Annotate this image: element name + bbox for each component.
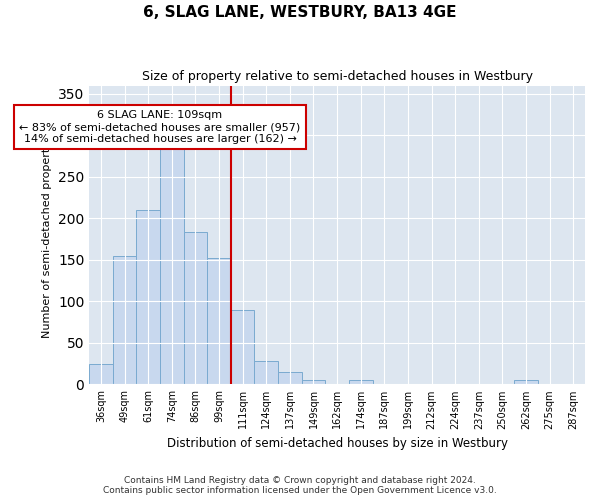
Bar: [302, 380, 325, 384]
Bar: [514, 380, 538, 384]
Bar: [89, 364, 113, 384]
Text: 6, SLAG LANE, WESTBURY, BA13 4GE: 6, SLAG LANE, WESTBURY, BA13 4GE: [143, 5, 457, 20]
Bar: [136, 210, 160, 384]
Bar: [254, 361, 278, 384]
Bar: [113, 256, 136, 384]
Y-axis label: Number of semi-detached properties: Number of semi-detached properties: [43, 132, 52, 338]
Bar: [349, 380, 373, 384]
Bar: [160, 148, 184, 384]
Bar: [184, 232, 207, 384]
X-axis label: Distribution of semi-detached houses by size in Westbury: Distribution of semi-detached houses by …: [167, 437, 508, 450]
Title: Size of property relative to semi-detached houses in Westbury: Size of property relative to semi-detach…: [142, 70, 533, 83]
Text: Contains HM Land Registry data © Crown copyright and database right 2024.
Contai: Contains HM Land Registry data © Crown c…: [103, 476, 497, 495]
Bar: [278, 372, 302, 384]
Bar: [231, 310, 254, 384]
Bar: [207, 258, 231, 384]
Text: 6 SLAG LANE: 109sqm
← 83% of semi-detached houses are smaller (957)
14% of semi-: 6 SLAG LANE: 109sqm ← 83% of semi-detach…: [19, 110, 301, 144]
